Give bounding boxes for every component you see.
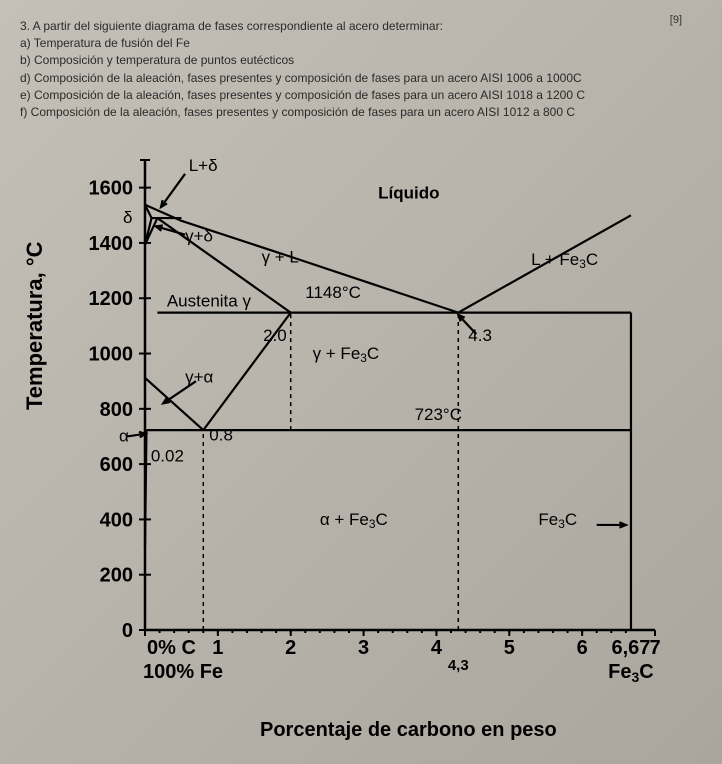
svg-text:400: 400 bbox=[100, 509, 133, 531]
svg-text:2.0: 2.0 bbox=[263, 326, 287, 345]
svg-text:4.3: 4.3 bbox=[468, 326, 492, 345]
document-page: [9] 3. A partir del siguiente diagrama d… bbox=[0, 0, 722, 764]
q-intro: 3. A partir del siguiente diagrama de fa… bbox=[20, 18, 702, 34]
svg-text:800: 800 bbox=[100, 399, 133, 421]
svg-text:1: 1 bbox=[212, 637, 223, 659]
svg-text:α + Fe3C: α + Fe3C bbox=[320, 510, 388, 531]
svg-text:0% C: 0% C bbox=[147, 637, 196, 659]
svg-text:α: α bbox=[119, 426, 129, 445]
q-d: d) Composición de la aleación, fases pre… bbox=[20, 70, 702, 86]
y-axis-label: Temperatura, °C bbox=[22, 241, 48, 410]
svg-text:6: 6 bbox=[577, 637, 588, 659]
svg-text:L + Fe3C: L + Fe3C bbox=[531, 250, 598, 271]
svg-text:1200: 1200 bbox=[89, 288, 134, 310]
svg-text:4: 4 bbox=[431, 637, 443, 659]
q-a: a) Temperatura de fusión del Fe bbox=[20, 35, 702, 51]
svg-text:γ + Fe3C: γ + Fe3C bbox=[313, 344, 380, 365]
phase-diagram: Temperatura, °C 020040060080010001200140… bbox=[50, 150, 690, 740]
x-axis-label: Porcentaje de carbono en peso bbox=[260, 719, 557, 742]
svg-text:4,3: 4,3 bbox=[448, 657, 469, 674]
q-f: f) Composición de la aleación, fases pre… bbox=[20, 104, 702, 120]
svg-text:Líquido: Líquido bbox=[378, 184, 439, 203]
svg-text:723°C: 723°C bbox=[415, 405, 462, 424]
svg-text:Austenita γ: Austenita γ bbox=[167, 292, 252, 311]
svg-text:5: 5 bbox=[504, 637, 515, 659]
q-b: b) Composición y temperatura de puntos e… bbox=[20, 52, 702, 68]
svg-text:L+δ: L+δ bbox=[189, 156, 218, 175]
svg-text:2: 2 bbox=[285, 637, 296, 659]
svg-text:0: 0 bbox=[122, 620, 133, 642]
svg-text:Fe3C: Fe3C bbox=[538, 510, 577, 531]
svg-text:γ+α: γ+α bbox=[185, 367, 213, 386]
svg-text:δ: δ bbox=[123, 208, 132, 227]
svg-text:γ+δ: γ+δ bbox=[185, 226, 213, 245]
svg-text:6,67: 6,67 bbox=[611, 637, 650, 659]
points-marker: [9] bbox=[670, 14, 682, 26]
svg-text:200: 200 bbox=[100, 565, 133, 587]
svg-text:0.8: 0.8 bbox=[209, 425, 233, 444]
svg-text:Fe3C: Fe3C bbox=[608, 661, 654, 685]
svg-text:100% Fe: 100% Fe bbox=[143, 661, 223, 683]
svg-text:600: 600 bbox=[100, 454, 133, 476]
q-e: e) Composición de la aleación, fases pre… bbox=[20, 87, 702, 103]
svg-text:0.02: 0.02 bbox=[151, 446, 184, 465]
question-block: 3. A partir del siguiente diagrama de fa… bbox=[20, 18, 702, 120]
svg-text:3: 3 bbox=[358, 637, 369, 659]
svg-text:1400: 1400 bbox=[89, 233, 134, 255]
phase-diagram-svg: 0 200 400 600 800 1000 1200 1400 1600 1 2 3 4 5 6 7 0% C… bbox=[50, 150, 690, 710]
svg-text:1000: 1000 bbox=[89, 344, 134, 366]
svg-text:1148°C: 1148°C bbox=[305, 283, 361, 302]
svg-text:γ + L: γ + L bbox=[262, 247, 299, 266]
svg-text:1600: 1600 bbox=[89, 178, 134, 200]
svg-text:7: 7 bbox=[649, 637, 660, 659]
